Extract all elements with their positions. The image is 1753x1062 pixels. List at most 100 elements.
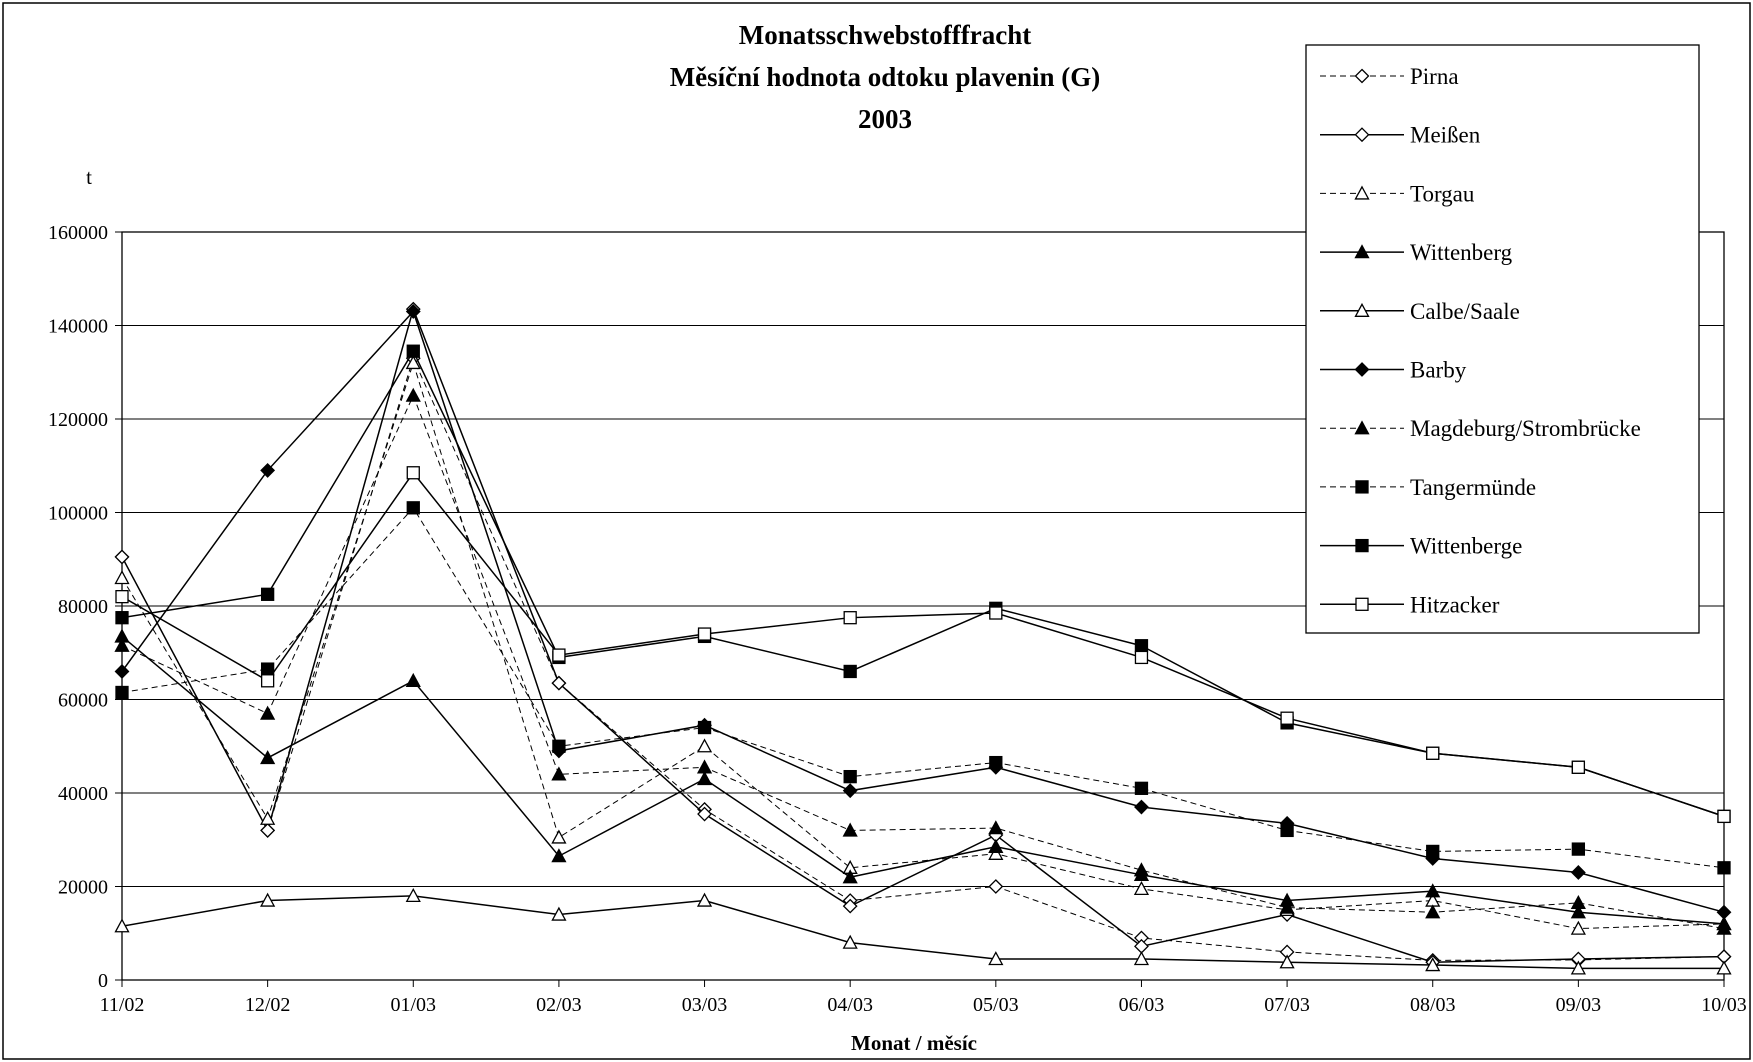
- data-point-tangerm-nde: [843, 769, 857, 784]
- data-point-hitzacker: [260, 674, 275, 688]
- data-point-barby: [1716, 904, 1732, 920]
- legend-swatch-marker: [1354, 302, 1370, 317]
- data-point-tangerm-nde: [697, 720, 712, 735]
- data-point-barby: [405, 304, 421, 319]
- data-point-wittenberg: [696, 771, 713, 786]
- series-line-torgau: [121, 361, 1725, 930]
- series-line-magdeburg-strombr-cke: [121, 394, 1725, 930]
- x-tick-label: 01/03: [390, 994, 436, 1016]
- data-point-magdeburg-strombr-cke: [260, 705, 276, 720]
- series-magdeburg-strombr-cke: [114, 387, 1732, 935]
- data-point-barby: [1134, 799, 1149, 815]
- data-point-magdeburg-strombr-cke: [1133, 862, 1150, 877]
- legend-item-pirna: Pirna: [1320, 64, 1459, 89]
- legend-label: Calbe/Saale: [1410, 299, 1520, 324]
- chart-title-line-3: 2003: [858, 104, 912, 134]
- x-tick-label: 07/03: [1264, 994, 1310, 1016]
- data-point-torgau: [988, 845, 1004, 860]
- data-point-mei-en: [842, 898, 858, 914]
- data-point-torgau: [114, 570, 130, 585]
- data-point-tangerm-nde: [406, 501, 420, 515]
- data-point-calbe-saale: [405, 887, 421, 903]
- series-line-tangerm-nde: [121, 506, 1725, 869]
- data-point-mei-en: [260, 822, 276, 838]
- legend-swatch-marker: [1354, 185, 1370, 200]
- data-point-torgau: [696, 738, 713, 753]
- series-hitzacker: [115, 466, 1731, 824]
- data-point-magdeburg-strombr-cke: [114, 637, 130, 652]
- legend-swatch-marker: [1355, 480, 1369, 494]
- data-point-mei-en: [114, 549, 130, 565]
- data-point-hitzacker: [1426, 746, 1440, 760]
- x-tick-label: 10/03: [1701, 994, 1747, 1016]
- y-tick-label: 140000: [48, 316, 108, 338]
- legend-swatch-marker: [1355, 597, 1369, 611]
- data-point-calbe-saale: [1133, 951, 1150, 966]
- legend-item-wittenberge: Wittenberge: [1320, 534, 1522, 559]
- series-calbe-saale: [114, 887, 1732, 975]
- series-tangerm-nde: [115, 501, 1731, 875]
- y-tick-label: 20000: [58, 877, 108, 899]
- data-point-hitzacker: [989, 606, 1003, 620]
- data-point-wittenberg: [1425, 883, 1441, 898]
- data-point-hitzacker: [115, 590, 129, 604]
- data-point-tangerm-nde: [552, 739, 566, 753]
- y-tick-label: 40000: [58, 783, 108, 805]
- data-point-wittenberge: [115, 611, 129, 625]
- legend-label: Wittenberg: [1410, 240, 1513, 265]
- series-line-wittenberg: [121, 635, 1725, 925]
- data-point-wittenberg: [988, 838, 1004, 853]
- data-point-calbe-saale: [988, 951, 1004, 966]
- legend-item-tangerm-nde: Tangermünde: [1320, 475, 1536, 500]
- data-point-hitzacker: [406, 466, 420, 480]
- data-point-magdeburg-strombr-cke: [988, 820, 1004, 835]
- legend-item-wittenberg: Wittenberg: [1320, 240, 1513, 265]
- data-point-calbe-saale: [1279, 954, 1295, 969]
- legend-item-hitzacker: Hitzacker: [1320, 592, 1500, 617]
- series-line-hitzacker: [121, 471, 1725, 818]
- data-point-tangerm-nde: [1426, 844, 1440, 859]
- series-torgau: [114, 355, 1732, 935]
- x-tick-label: 04/03: [827, 994, 873, 1016]
- chart-title-line-2: Měsíční hodnota odtoku plavenin (G): [670, 62, 1101, 92]
- legend-label: Tangermünde: [1410, 475, 1536, 500]
- legend-item-barby: Barby: [1320, 358, 1467, 383]
- legend-label: Hitzacker: [1410, 592, 1500, 617]
- data-point-calbe-saale: [1570, 960, 1586, 975]
- data-point-calbe-saale: [1716, 960, 1732, 975]
- data-point-wittenberg: [260, 750, 276, 765]
- series-line-barby: [121, 310, 1725, 913]
- y-tick-label: 0: [98, 970, 108, 992]
- legend-label: Barby: [1410, 358, 1467, 383]
- data-point-barby: [114, 664, 130, 679]
- data-point-torgau: [1570, 920, 1586, 935]
- data-point-hitzacker: [1717, 809, 1731, 824]
- data-point-hitzacker: [552, 648, 566, 662]
- legend-label: Pirna: [1410, 64, 1459, 89]
- data-point-barby: [1570, 865, 1586, 880]
- legend-swatch-marker: [1354, 244, 1370, 259]
- legend: Pirna Meißen Torgau Wittenberg Calbe/Saale Ba…: [1305, 44, 1700, 634]
- data-point-torgau: [551, 829, 567, 844]
- legend-item-torgau: Torgau: [1320, 181, 1475, 206]
- data-point-calbe-saale: [114, 918, 130, 933]
- data-point-calbe-saale: [1425, 957, 1441, 972]
- data-point-tangerm-nde: [260, 662, 275, 676]
- data-point-hitzacker: [1571, 760, 1586, 774]
- y-tick-label: 60000: [58, 690, 108, 712]
- legend-swatch-marker: [1354, 127, 1370, 143]
- data-point-mei-en: [551, 675, 567, 691]
- legend-swatch-marker: [1354, 68, 1370, 84]
- data-point-tangerm-nde: [1134, 781, 1149, 795]
- legend-swatch-marker: [1354, 420, 1370, 435]
- data-point-barby: [842, 783, 858, 799]
- data-point-tangerm-nde: [1717, 861, 1731, 875]
- x-tick-label: 12/02: [245, 994, 291, 1016]
- y-tick-label: 80000: [58, 596, 108, 618]
- x-tick-label: 06/03: [1119, 994, 1165, 1016]
- data-point-wittenberge: [1134, 639, 1149, 653]
- series-line-pirna: [121, 356, 1725, 961]
- data-point-magdeburg-strombr-cke: [1279, 899, 1295, 914]
- legend-swatch-marker: [1355, 538, 1369, 553]
- data-point-magdeburg-strombr-cke: [551, 766, 567, 781]
